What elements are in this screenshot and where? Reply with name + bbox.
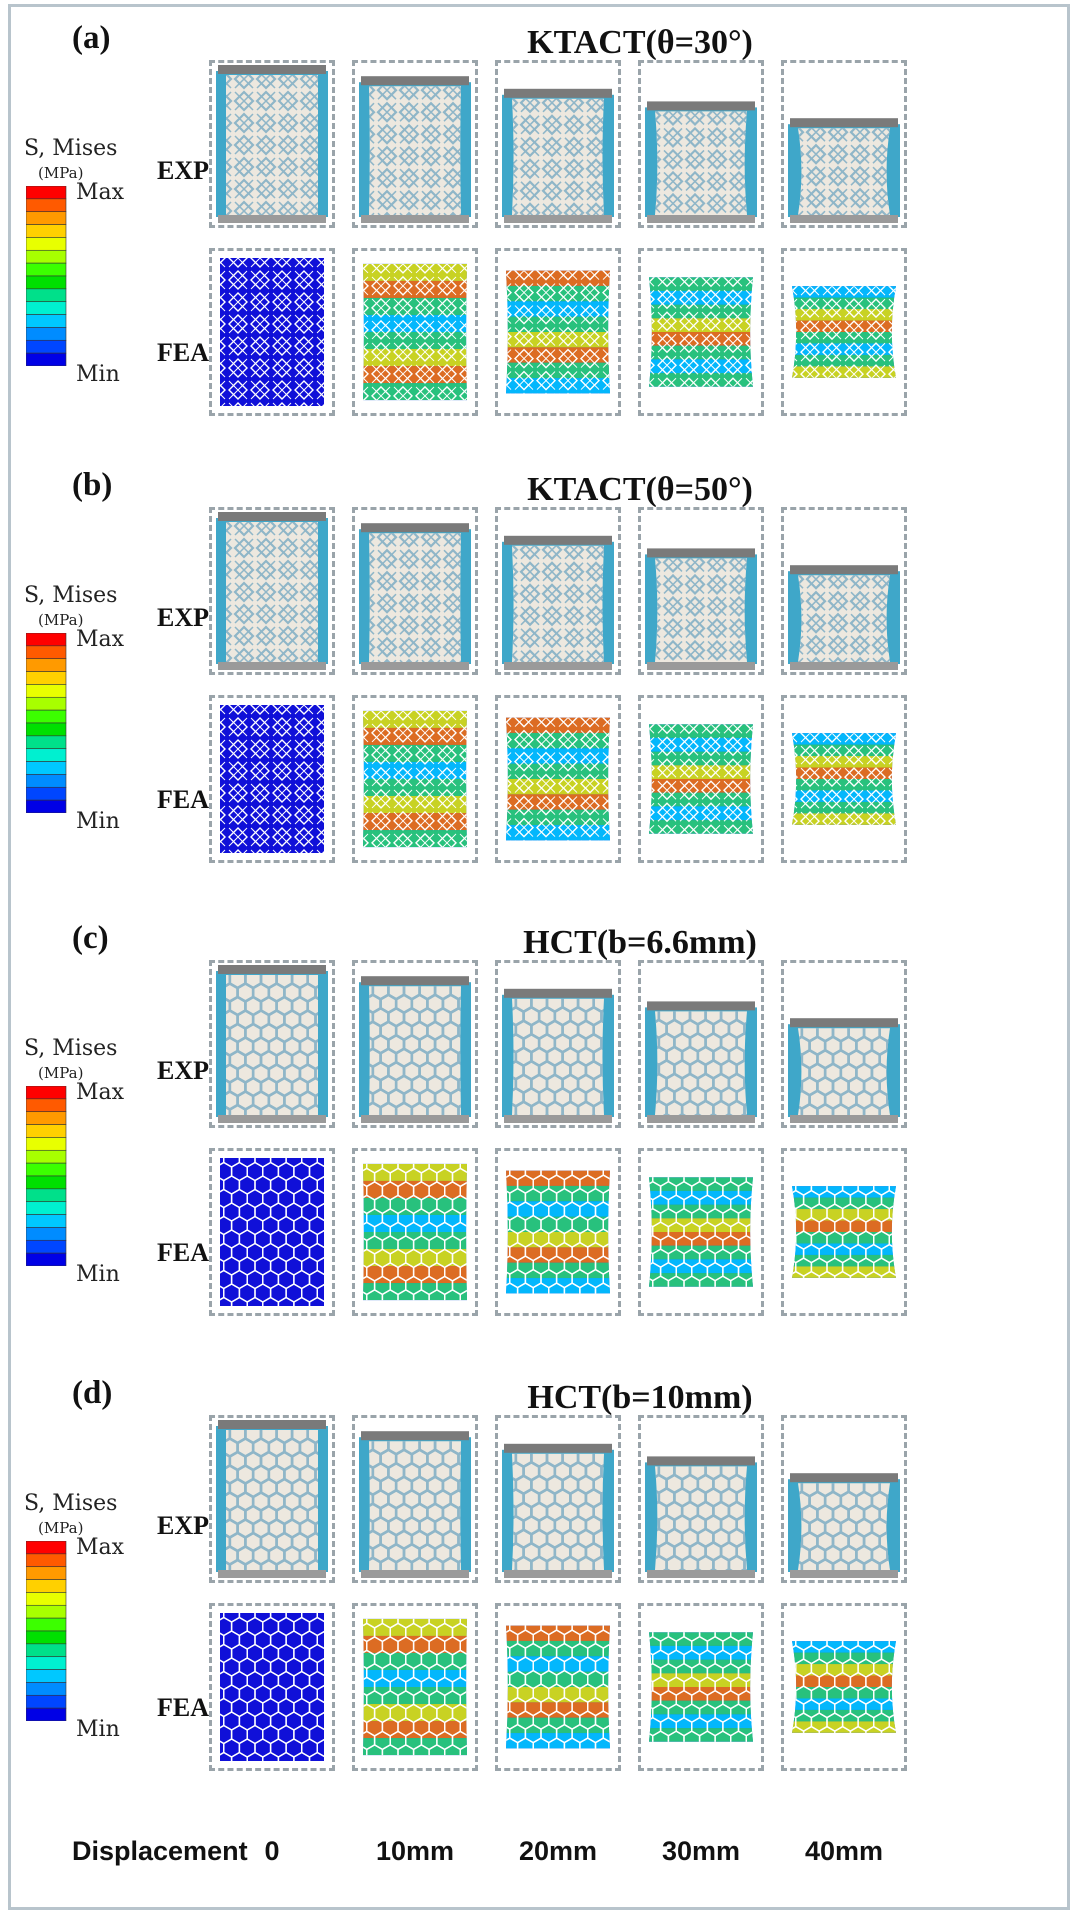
stress-legend: S, Mises (MPa) Max Min (18, 1036, 148, 1287)
panel-title: HCT(b=10mm) (527, 1379, 753, 1416)
exp-photo (781, 60, 907, 228)
exp-photo (495, 507, 621, 675)
stress-legend: S, Mises (MPa) Max Min (18, 136, 148, 387)
legend-max-label: Max (76, 180, 125, 205)
displacement-label: Displacement (72, 1836, 248, 1866)
legend-min-label: Min (76, 1717, 120, 1742)
legend-color-scale (25, 185, 70, 371)
exp-photo (352, 960, 478, 1128)
panel-c: (c) HCT(b=6.6mm) S, Mises (MPa) Max Min EXP FEA (0, 908, 1080, 1378)
legend-color-scale (25, 1540, 70, 1726)
displacement-value-0: 0 (264, 1836, 280, 1866)
panel-title: KTACT(θ=30°) (527, 24, 753, 61)
fea-result (638, 1603, 764, 1771)
legend-color-scale (25, 1085, 70, 1271)
legend-title: S, Mises (24, 1036, 118, 1061)
fea-result (781, 1603, 907, 1771)
row-label-exp: EXP (157, 1511, 209, 1540)
row-label-fea: FEA (157, 1693, 209, 1722)
panel-b: (b) KTACT(θ=50°) S, Mises (MPa) Max Min EXP FEA (0, 455, 1080, 925)
panel-letter: (d) (72, 1375, 113, 1411)
exp-photo (209, 507, 335, 675)
exp-photo (352, 507, 478, 675)
fea-result (781, 695, 907, 863)
exp-photo (638, 507, 764, 675)
stress-legend: S, Mises (MPa) Max Min (18, 583, 148, 834)
fea-result (781, 1148, 907, 1316)
exp-photo (209, 60, 335, 228)
panel-title: KTACT(θ=50°) (527, 471, 753, 508)
legend-max-label: Max (76, 1535, 125, 1560)
row-label-fea: FEA (157, 338, 209, 367)
panel-letter: (b) (72, 467, 113, 503)
displacement-value-1: 10mm (375, 1836, 455, 1866)
fea-result (352, 1603, 478, 1771)
fea-result (209, 1148, 335, 1316)
fea-result (209, 248, 335, 416)
panel-letter: (c) (72, 920, 109, 956)
legend-max-label: Max (76, 627, 125, 652)
exp-photo (209, 960, 335, 1128)
exp-photo (209, 1415, 335, 1583)
exp-photo (781, 960, 907, 1128)
exp-photo (352, 60, 478, 228)
legend-min-label: Min (76, 1262, 120, 1287)
fea-result (495, 1603, 621, 1771)
fea-result (352, 695, 478, 863)
exp-photo (495, 1415, 621, 1583)
legend-title: S, Mises (24, 136, 118, 161)
legend-unit: (MPa) (38, 611, 84, 629)
legend-unit: (MPa) (38, 1519, 84, 1537)
fea-result (495, 695, 621, 863)
fea-result (638, 695, 764, 863)
panel-d: (d) HCT(b=10mm) S, Mises (MPa) Max Min EXP FEA (0, 1363, 1080, 1833)
fea-result (209, 1603, 335, 1771)
displacement-value-4: 40mm (804, 1836, 884, 1866)
exp-photo (781, 1415, 907, 1583)
legend-unit: (MPa) (38, 164, 84, 182)
exp-photo (495, 60, 621, 228)
exp-photo (352, 1415, 478, 1583)
row-label-exp: EXP (157, 156, 209, 185)
fea-result (638, 248, 764, 416)
exp-photo (638, 960, 764, 1128)
legend-color-scale (25, 632, 70, 818)
displacement-value-3: 30mm (661, 1836, 741, 1866)
stress-legend: S, Mises (MPa) Max Min (18, 1491, 148, 1742)
panel-a: (a) KTACT(θ=30°) S, Mises (MPa) Max Min EXP FEA (0, 8, 1080, 478)
exp-photo (781, 507, 907, 675)
fea-result (352, 248, 478, 416)
exp-photo (638, 1415, 764, 1583)
legend-max-label: Max (76, 1080, 125, 1105)
row-label-exp: EXP (157, 1056, 209, 1085)
panel-letter: (a) (72, 20, 111, 56)
fea-result (495, 248, 621, 416)
legend-min-label: Min (76, 362, 120, 387)
fea-result (352, 1148, 478, 1316)
exp-photo (495, 960, 621, 1128)
exp-photo (638, 60, 764, 228)
row-label-exp: EXP (157, 603, 209, 632)
fea-result (495, 1148, 621, 1316)
legend-min-label: Min (76, 809, 120, 834)
legend-unit: (MPa) (38, 1064, 84, 1082)
fea-result (209, 695, 335, 863)
legend-title: S, Mises (24, 1491, 118, 1516)
figure-frame (8, 4, 1070, 1910)
panel-title: HCT(b=6.6mm) (523, 924, 757, 961)
displacement-value-2: 20mm (518, 1836, 598, 1866)
legend-title: S, Mises (24, 583, 118, 608)
fea-result (781, 248, 907, 416)
fea-result (638, 1148, 764, 1316)
row-label-fea: FEA (157, 785, 209, 814)
row-label-fea: FEA (157, 1238, 209, 1267)
